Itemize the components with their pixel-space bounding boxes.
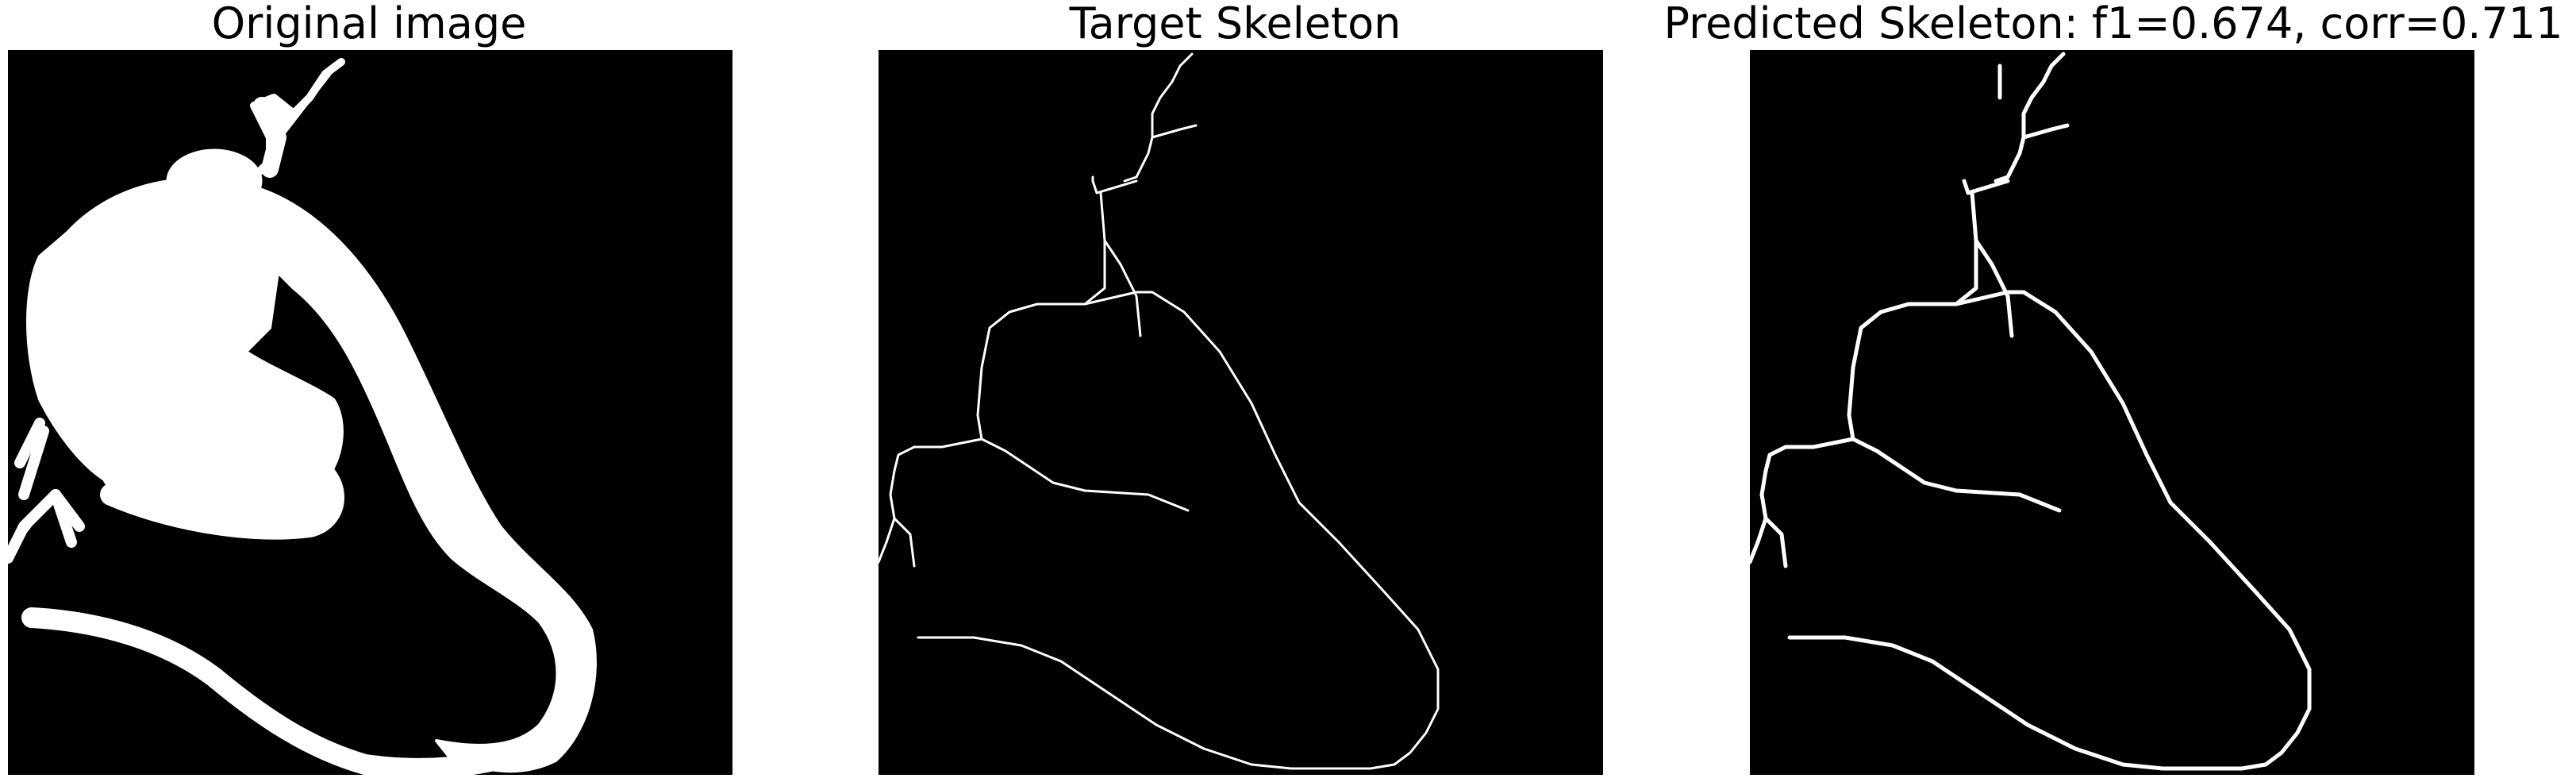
target-skeleton-lines xyxy=(879,52,1440,770)
predicted-skeleton-lines xyxy=(1750,52,2312,771)
predicted-skeleton-image xyxy=(1750,50,2474,775)
lizard-silhouette xyxy=(8,58,597,775)
panel-title-predicted: Predicted Skeleton: f1=0.674, corr=0.711 xyxy=(1663,0,2563,48)
panel-title-target: Target Skeleton xyxy=(1069,0,1401,48)
target-skeleton-image xyxy=(879,50,1603,775)
original-silhouette-image xyxy=(8,50,732,775)
panel-title-original: Original image xyxy=(211,0,527,48)
